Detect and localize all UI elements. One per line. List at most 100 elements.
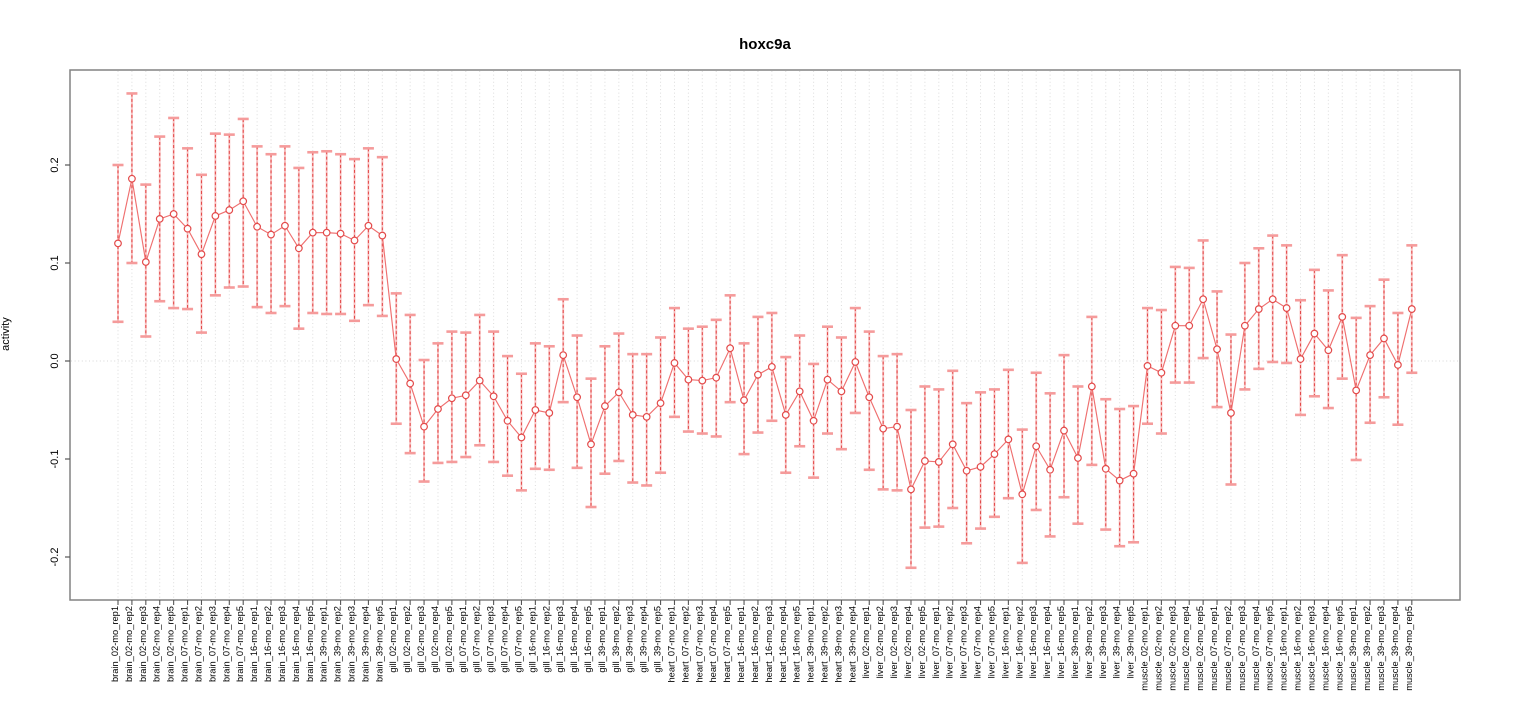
x-tick-label: gill_39-mo_rep1 <box>597 606 607 673</box>
x-tick-label: liver_02-mo_rep2 <box>875 606 885 678</box>
x-tick-label: muscle_07-mo_rep1 <box>1209 606 1219 691</box>
mean-point <box>531 406 540 414</box>
mean-point <box>1240 321 1249 330</box>
x-tick-label: liver_02-mo_rep5 <box>917 606 927 678</box>
x-tick-label: brain_16-mo_rep3 <box>277 606 287 682</box>
mean-point <box>837 387 846 396</box>
x-tick-label: liver_07-mo_rep1 <box>931 606 941 678</box>
x-tick-label: brain_39-mo_rep4 <box>360 606 370 682</box>
mean-point <box>1087 382 1096 391</box>
x-tick-label: muscle_02-mo_rep5 <box>1195 606 1205 691</box>
mean-point <box>128 174 136 183</box>
x-tick-label: gill_07-mo_rep5 <box>513 606 523 673</box>
x-tick-label: heart_07-mo_rep1 <box>666 606 676 683</box>
x-tick-label: liver_16-mo_rep2 <box>1014 606 1024 678</box>
mean-point <box>628 411 637 419</box>
x-tick-label: liver_07-mo_rep4 <box>973 606 983 678</box>
mean-point <box>197 250 206 259</box>
mean-point <box>1060 426 1068 435</box>
x-tick-label: gill_39-mo_rep4 <box>639 606 649 673</box>
x-tick-label: brain_02-mo_rep1 <box>110 606 120 682</box>
mean-point <box>893 422 901 431</box>
x-tick-label: brain_16-mo_rep2 <box>263 606 273 682</box>
mean-point <box>169 210 178 218</box>
x-tick-label: muscle_02-mo_rep1 <box>1139 606 1149 691</box>
mean-point <box>851 358 860 366</box>
x-tick-label: brain_02-mo_rep3 <box>138 606 148 682</box>
x-tick-label: muscle_39-mo_rep1 <box>1348 606 1358 691</box>
x-tick-label: brain_07-mo_rep3 <box>207 606 217 682</box>
mean-point <box>990 450 999 459</box>
mean-point <box>1407 305 1416 313</box>
mean-point <box>1380 334 1388 343</box>
mean-point <box>684 375 693 384</box>
x-tick-label: heart_16-mo_rep5 <box>792 606 802 683</box>
x-tick-label: gill_07-mo_rep4 <box>500 606 510 673</box>
x-tick-label: brain_02-mo_rep2 <box>124 606 134 682</box>
y-axis-label: activity <box>0 317 12 351</box>
mean-point <box>1018 490 1027 499</box>
x-tick-label: brain_39-mo_rep3 <box>347 606 357 682</box>
x-tick-label: muscle_16-mo_rep3 <box>1306 606 1316 691</box>
mean-point <box>1324 346 1333 355</box>
mean-point <box>239 197 248 206</box>
mean-point <box>1199 295 1208 304</box>
mean-point <box>754 370 762 379</box>
x-tick-label: liver_39-mo_rep3 <box>1098 606 1108 678</box>
mean-point <box>948 440 957 449</box>
y-tick-label: -0.1 <box>49 450 61 469</box>
x-tick-label: brain_07-mo_rep1 <box>180 606 190 682</box>
x-tick-label: brain_16-mo_rep5 <box>305 606 315 682</box>
x-tick-label: gill_02-mo_rep4 <box>430 606 440 673</box>
x-tick-label: gill_39-mo_rep2 <box>611 606 621 673</box>
mean-point <box>809 416 818 425</box>
mean-point <box>712 373 721 382</box>
y-tick-label: 0.2 <box>49 157 61 172</box>
mean-point <box>1171 321 1180 330</box>
mean-point <box>1268 295 1277 304</box>
mean-point <box>726 344 735 353</box>
x-tick-label: liver_39-mo_rep1 <box>1070 606 1080 678</box>
x-tick-label: heart_39-mo_rep3 <box>833 606 843 683</box>
mean-point <box>183 224 192 233</box>
mean-point <box>1366 351 1374 360</box>
mean-point <box>253 222 262 231</box>
mean-point <box>1143 362 1152 370</box>
mean-point <box>308 228 317 237</box>
y-tick-label: 0.0 <box>49 353 61 368</box>
mean-point <box>545 409 554 417</box>
mean-point <box>503 416 512 425</box>
x-tick-label: liver_16-mo_rep3 <box>1028 606 1038 678</box>
x-tick-label: liver_07-mo_rep2 <box>945 606 955 678</box>
x-tick-label: heart_39-mo_rep1 <box>806 606 816 683</box>
mean-point <box>114 239 122 248</box>
x-tick-label: heart_07-mo_rep2 <box>680 606 690 683</box>
x-tick-label: gill_02-mo_rep2 <box>402 606 412 673</box>
x-tick-label: gill_07-mo_rep3 <box>486 606 496 673</box>
mean-point <box>141 258 150 266</box>
mean-point <box>1004 435 1013 444</box>
x-tick-label: muscle_16-mo_rep5 <box>1334 606 1344 691</box>
x-tick-label: muscle_39-mo_rep2 <box>1362 606 1372 691</box>
mean-point <box>1074 454 1082 462</box>
x-tick-label: muscle_16-mo_rep4 <box>1320 606 1330 691</box>
mean-point <box>211 212 220 220</box>
x-tick-label: gill_16-mo_rep4 <box>569 606 579 673</box>
y-tick-label: 0.1 <box>49 255 61 270</box>
mean-point <box>489 392 498 401</box>
mean-point <box>1129 469 1138 478</box>
mean-point <box>364 221 373 230</box>
mean-point <box>934 458 943 466</box>
x-tick-label: liver_02-mo_rep4 <box>903 606 913 678</box>
x-tick-label: gill_16-mo_rep5 <box>583 606 593 673</box>
mean-point <box>962 466 971 475</box>
mean-point <box>601 402 609 410</box>
x-tick-label: muscle_39-mo_rep3 <box>1376 606 1386 691</box>
mean-point <box>1282 304 1291 312</box>
x-tick-label: heart_07-mo_rep3 <box>694 606 704 683</box>
mean-point <box>406 379 415 388</box>
mean-point <box>656 399 665 408</box>
mean-point <box>823 375 832 384</box>
x-tick-label: heart_16-mo_rep2 <box>750 606 760 683</box>
